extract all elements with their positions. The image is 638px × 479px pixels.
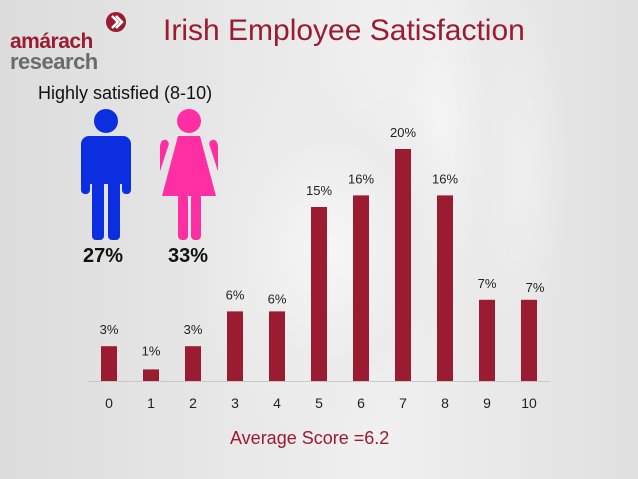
x-tick-label-0: 0 bbox=[105, 395, 113, 411]
x-tick-label-7: 7 bbox=[399, 395, 407, 411]
bar-5 bbox=[311, 207, 327, 381]
data-label-2: 3% bbox=[184, 322, 203, 337]
data-label-1: 1% bbox=[142, 343, 161, 358]
female-percentage: 33% bbox=[168, 245, 209, 267]
bar-7 bbox=[395, 149, 411, 381]
bar-9 bbox=[479, 299, 495, 381]
male-percentage: 27% bbox=[83, 245, 124, 267]
x-tick-label-6: 6 bbox=[357, 395, 365, 411]
x-tick-label-2: 2 bbox=[189, 395, 197, 411]
brand-logo: amárach research bbox=[10, 12, 130, 74]
female-figure-icon bbox=[160, 109, 218, 240]
bar-6 bbox=[353, 195, 369, 381]
data-label-3: 6% bbox=[226, 287, 245, 302]
bar-8 bbox=[437, 195, 453, 381]
x-tick-label-3: 3 bbox=[231, 395, 239, 411]
x-tick-label-9: 9 bbox=[483, 395, 491, 411]
data-label-7: 20% bbox=[390, 125, 416, 140]
bar-0 bbox=[101, 346, 117, 381]
data-label-8: 16% bbox=[432, 171, 458, 186]
bar-1 bbox=[143, 369, 159, 381]
page-title: Irish Employee Satisfaction bbox=[163, 14, 525, 47]
data-label-0: 3% bbox=[100, 322, 119, 337]
x-tick-label-8: 8 bbox=[441, 395, 449, 411]
data-label-9: 7% bbox=[478, 276, 497, 291]
bar-3 bbox=[227, 311, 243, 381]
logo-arrow-icon bbox=[106, 12, 126, 32]
x-tick-label-1: 1 bbox=[147, 395, 155, 411]
subtitle: Highly satisfied (8-10) bbox=[38, 83, 213, 103]
x-tick-label-10: 10 bbox=[521, 395, 537, 411]
male-figure-icon bbox=[81, 109, 131, 240]
logo-text-top: amárach bbox=[10, 30, 93, 53]
x-tick-label-5: 5 bbox=[315, 395, 323, 411]
data-label-4: 6% bbox=[268, 291, 287, 306]
data-label-5: 15% bbox=[306, 183, 332, 198]
bar-10 bbox=[521, 299, 537, 381]
bar-4 bbox=[269, 311, 285, 381]
bar-2 bbox=[185, 346, 201, 381]
average-score: Average Score =6.2 bbox=[230, 428, 390, 448]
x-tick-label-4: 4 bbox=[273, 395, 281, 411]
data-label-10: 7% bbox=[526, 280, 545, 295]
data-label-6: 16% bbox=[348, 171, 374, 186]
logo-text-bottom: research bbox=[10, 49, 98, 74]
